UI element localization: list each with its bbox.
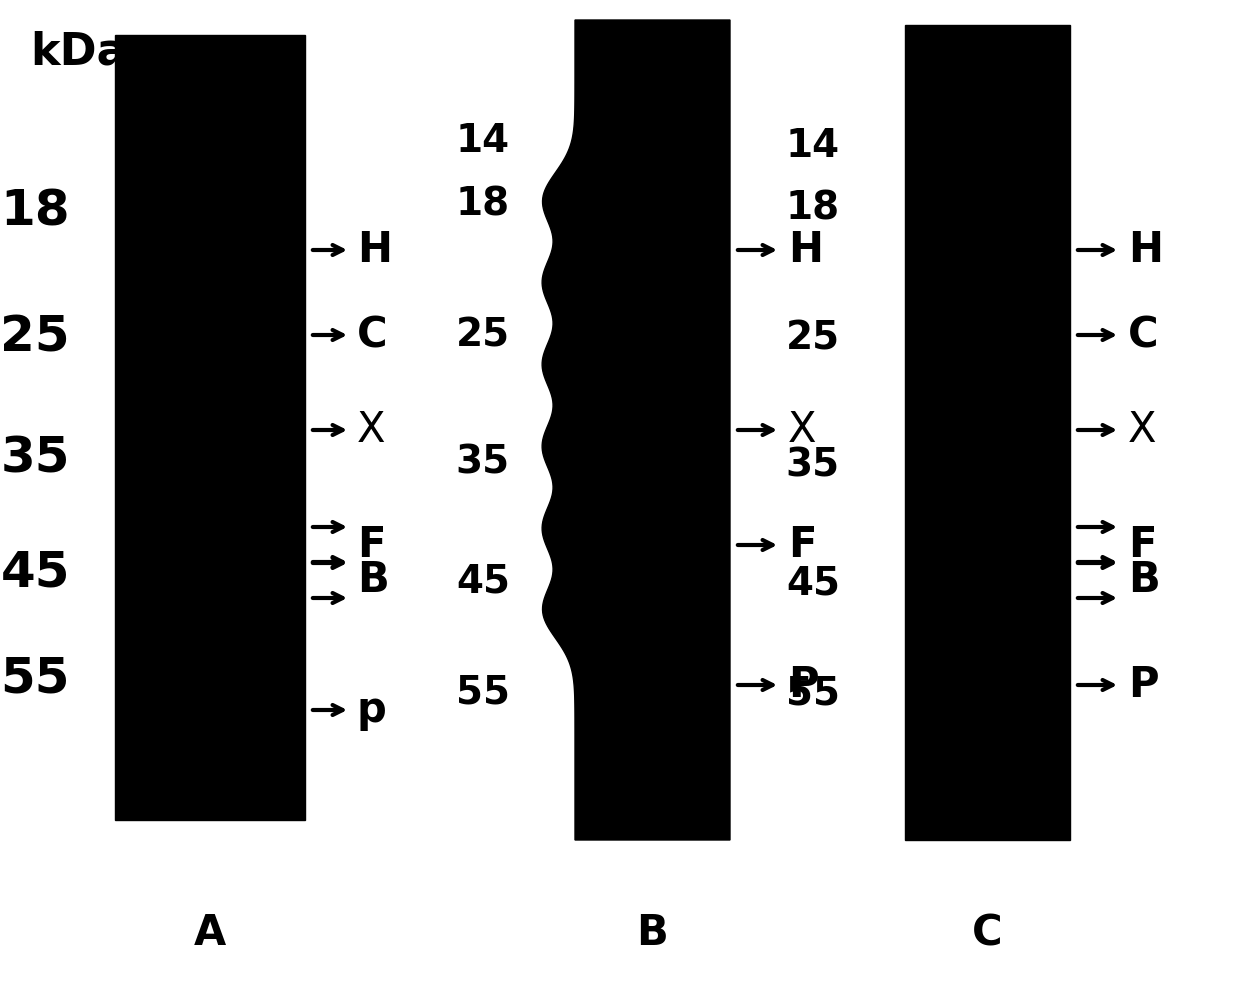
Text: kDa: kDa bbox=[30, 30, 126, 73]
Text: X: X bbox=[357, 409, 386, 451]
Text: P: P bbox=[1128, 664, 1158, 706]
Text: 35: 35 bbox=[0, 435, 69, 483]
Text: H: H bbox=[1128, 229, 1163, 271]
Text: 14: 14 bbox=[786, 126, 839, 165]
Text: B: B bbox=[1128, 559, 1159, 601]
Text: 55: 55 bbox=[786, 674, 839, 712]
Text: 18: 18 bbox=[456, 186, 510, 223]
Text: C: C bbox=[1128, 314, 1158, 356]
Text: 18: 18 bbox=[0, 188, 69, 235]
Text: F: F bbox=[1128, 524, 1157, 566]
Text: C: C bbox=[357, 314, 388, 356]
Text: 45: 45 bbox=[456, 563, 510, 601]
Text: 35: 35 bbox=[786, 447, 839, 484]
Text: 25: 25 bbox=[0, 313, 69, 362]
Text: C: C bbox=[972, 912, 1003, 954]
Bar bbox=[905, 25, 1070, 840]
Text: X: X bbox=[787, 409, 816, 451]
Text: 25: 25 bbox=[456, 317, 510, 355]
Text: 35: 35 bbox=[456, 444, 510, 482]
Text: 14: 14 bbox=[456, 123, 510, 160]
Text: 55: 55 bbox=[0, 655, 69, 702]
Text: P: P bbox=[787, 664, 818, 706]
Text: A: A bbox=[193, 912, 226, 954]
Text: 45: 45 bbox=[786, 564, 839, 603]
Text: H: H bbox=[787, 229, 823, 271]
Text: p: p bbox=[357, 689, 387, 731]
Bar bbox=[115, 35, 305, 820]
Text: B: B bbox=[636, 912, 668, 954]
Text: 25: 25 bbox=[786, 320, 839, 358]
Text: 18: 18 bbox=[786, 190, 839, 227]
Text: F: F bbox=[357, 524, 386, 566]
Text: F: F bbox=[787, 524, 816, 566]
Text: 45: 45 bbox=[0, 548, 69, 597]
Text: B: B bbox=[357, 559, 389, 601]
Text: H: H bbox=[357, 229, 392, 271]
Polygon shape bbox=[542, 20, 730, 840]
Text: X: X bbox=[1128, 409, 1157, 451]
Text: 55: 55 bbox=[456, 674, 510, 711]
